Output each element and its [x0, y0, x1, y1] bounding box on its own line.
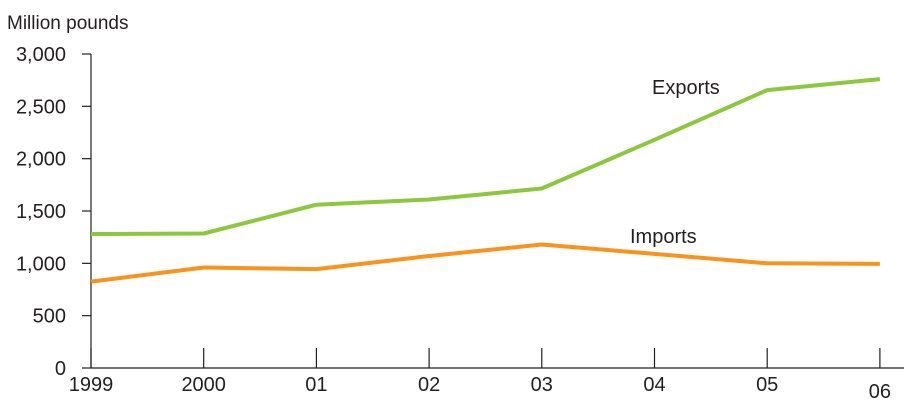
series-label-imports: Imports — [630, 226, 697, 248]
x-tick-label: 2000 — [181, 374, 226, 396]
series-labels: Exports Imports — [630, 77, 720, 248]
x-tick-label: 04 — [643, 374, 665, 396]
y-axis: 0 500 1,000 1,500 2,000 2,500 3,000 — [16, 44, 91, 380]
x-tick-label: 05 — [756, 374, 778, 396]
x-tick-label: 02 — [418, 374, 440, 396]
x-tick-label: 01 — [305, 374, 327, 396]
y-tick-label: 2,000 — [16, 149, 66, 171]
x-tick-label: 06 — [869, 381, 891, 400]
y-tick-label: 3,000 — [16, 44, 66, 66]
x-tick-label: 1999 — [69, 374, 114, 396]
y-tick-label: 500 — [33, 306, 66, 328]
series-lines — [91, 79, 880, 282]
series-line-exports — [91, 79, 880, 234]
x-axis: 1999 2000 01 02 03 04 05 06 — [69, 348, 904, 400]
y-axis-unit-label: Million pounds — [7, 13, 128, 34]
y-tick-label: 2,500 — [16, 96, 66, 118]
series-label-exports: Exports — [652, 77, 720, 99]
x-tick-label: 03 — [531, 374, 553, 396]
series-line-imports — [91, 245, 880, 282]
y-tick-label: 1,000 — [16, 253, 66, 275]
y-tick-label: 0 — [55, 358, 66, 380]
y-tick-label: 1,500 — [16, 201, 66, 223]
